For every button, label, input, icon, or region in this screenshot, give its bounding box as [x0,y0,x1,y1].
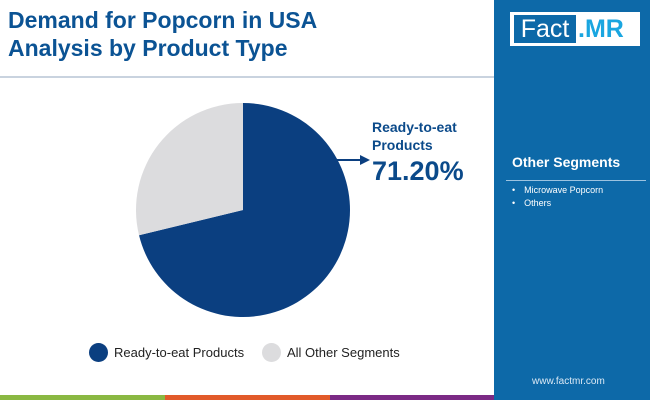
segment-list: Microwave Popcorn Others [512,184,603,210]
other-segments-heading: Other Segments [512,154,621,170]
factmr-logo: Fact .MR [510,12,640,46]
divider [506,180,646,181]
title-line-1: Demand for Popcorn in USA [8,7,318,33]
callout-arrow-icon [360,155,370,165]
website-link[interactable]: www.factmr.com [532,376,605,387]
legend-item-other: All Other Segments [262,343,400,362]
callout-value: 71.20% [372,156,464,186]
pie-slice-ready-to-eat [139,103,350,317]
pie-slice-other-segments [136,103,243,236]
logo-right: .MR [578,15,624,43]
callout-label: Ready-to-eat Products [372,119,457,153]
title-line-2: Analysis by Product Type [8,35,288,61]
list-item: Microwave Popcorn [512,184,603,197]
legend-item-ready-to-eat: Ready-to-eat Products [89,343,244,362]
pie-chart [136,103,370,317]
sidebar-panel: Fact.MR Other Segments Microwave Popcorn… [494,0,650,400]
legend-label: Ready-to-eat Products [114,345,245,360]
page-title: Demand for Popcorn in USA Analysis by Pro… [8,6,317,62]
logo-left: Fact [514,15,576,43]
accent-bar-orange [165,395,330,400]
legend-swatch [262,343,281,362]
legend-label: All Other Segments [287,345,400,360]
list-item: Others [512,197,603,210]
legend-swatch [89,343,108,362]
accent-bar-purple [330,395,494,400]
divider [0,76,494,78]
accent-bar-green [0,395,165,400]
